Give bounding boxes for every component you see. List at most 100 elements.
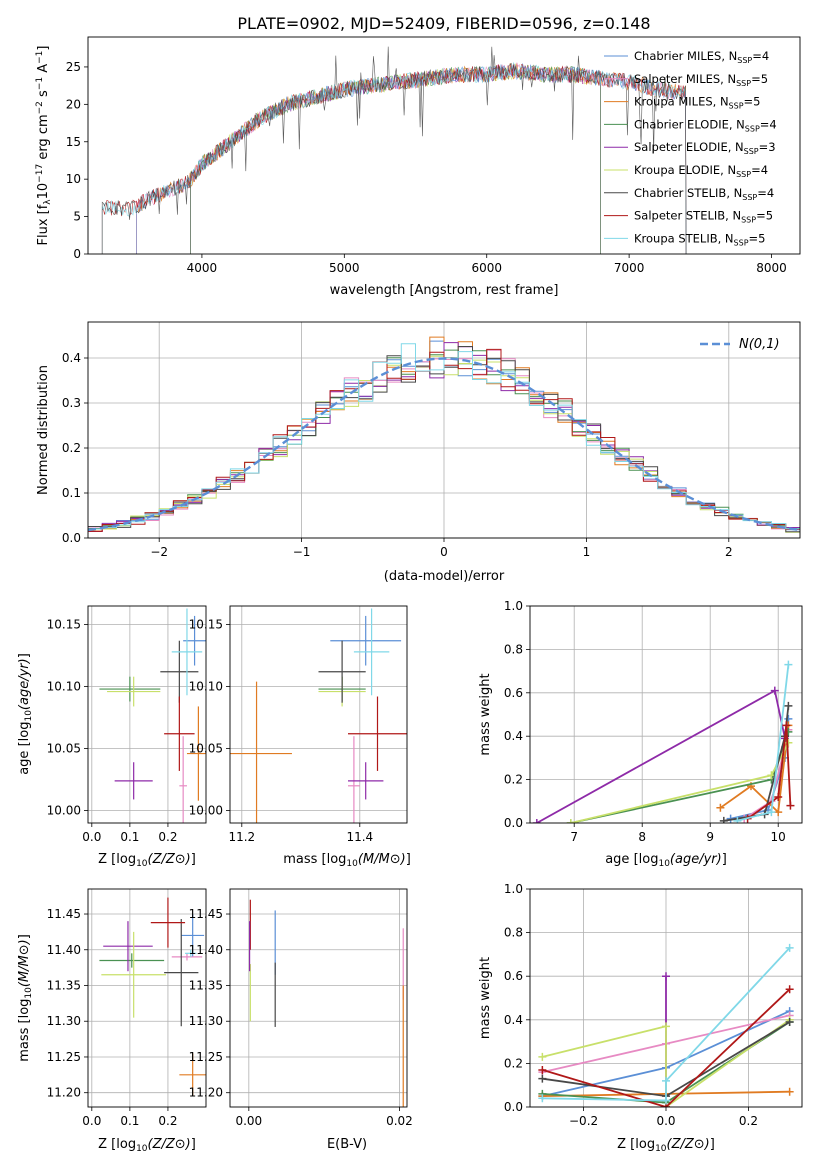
x-axis-label: E(B-V) bbox=[327, 1137, 367, 1152]
y-tick-label: 10 bbox=[66, 172, 81, 186]
axes-frame bbox=[87, 605, 207, 824]
y-tick-label: 10.00 bbox=[189, 804, 223, 818]
weight-marker bbox=[784, 738, 793, 747]
weight-line-chabrier-elodie bbox=[570, 731, 790, 823]
x-tick-label: 8000 bbox=[756, 261, 787, 275]
x-tick-label: 0 bbox=[440, 545, 448, 559]
spectrum-chabrier-stelib bbox=[101, 46, 687, 254]
legend-label-sub: SSP bbox=[745, 124, 760, 133]
legend-label-sub: SSP bbox=[729, 102, 744, 111]
legend-label-part: Kroupa ELODIE, N bbox=[634, 163, 736, 177]
label-sub: 10 bbox=[136, 1144, 148, 1154]
y-tick-label: 25 bbox=[66, 60, 81, 74]
y-tick-label: 0.6 bbox=[504, 969, 523, 983]
y-tick-label: 0.0 bbox=[62, 531, 81, 545]
label-sub: 10 bbox=[24, 987, 34, 999]
gaussian-curve bbox=[88, 357, 800, 532]
weight-marker bbox=[538, 1065, 547, 1074]
mass_vs_ebv-axes: 0.00 0.02 11.20 11.25 11.30 11.35 11.40 11.45 bbox=[189, 889, 413, 1128]
y-tick-label: 0.2 bbox=[504, 773, 523, 787]
legend-label-sub: SSP bbox=[737, 56, 752, 65]
spectrum-lines bbox=[101, 46, 687, 254]
y-tick-label: 0 bbox=[73, 247, 81, 261]
x-tick-label: 7000 bbox=[614, 261, 645, 275]
x-tick-label: 5000 bbox=[329, 261, 360, 275]
spectrum-kroupa-elodie bbox=[190, 63, 601, 254]
x-tick-label: 0.2 bbox=[158, 830, 177, 844]
axes-frame bbox=[87, 36, 801, 255]
y-tick-label: 10.00 bbox=[47, 804, 81, 818]
label-part: Z [log bbox=[98, 852, 136, 867]
residuals-axes: −2 −1 0 1 2 0.0 0.1 0.2 0.3 0.4 bbox=[62, 322, 800, 559]
legend-label-part: Kroupa STELIB, N bbox=[634, 231, 734, 245]
y-tick-label: 0.4 bbox=[62, 351, 81, 365]
weight-marker bbox=[662, 1076, 670, 1085]
legend-label-sub: SSP bbox=[744, 147, 759, 156]
legend-label-sub: SSP bbox=[734, 238, 749, 247]
legend-label-part: =5 bbox=[756, 209, 773, 223]
x-tick-label: 0.1 bbox=[120, 1114, 139, 1128]
x-tick-label: 4000 bbox=[187, 261, 218, 275]
spectrum-salpeter-elodie bbox=[190, 64, 601, 254]
weight-line-salpeter-stelib bbox=[747, 725, 792, 820]
weight-marker bbox=[662, 1022, 670, 1031]
age_vs_mass-points bbox=[230, 608, 407, 823]
legend-label-part: =5 bbox=[749, 231, 766, 245]
weight-marker bbox=[716, 803, 725, 812]
x-axis-label: (data-model)/error bbox=[384, 569, 505, 584]
weight-marker bbox=[770, 686, 779, 695]
label-part: age [log bbox=[605, 852, 658, 867]
weight-marker bbox=[566, 819, 575, 823]
y-axis-label: Normed distribution bbox=[36, 365, 51, 495]
x-tick-label: 0.0 bbox=[82, 830, 101, 844]
weight-marker bbox=[784, 701, 793, 710]
y-axis-label: Flux [fλ10−17 erg cm−2 s−1 A−1] bbox=[35, 46, 53, 246]
x-tick-label: 8 bbox=[638, 830, 646, 844]
weight-marker bbox=[538, 1074, 547, 1083]
label-part: age [log bbox=[17, 722, 32, 775]
age_vs_Z-axes: 0.0 0.1 0.2 10.00 10.05 10.10 10.15 bbox=[47, 606, 206, 844]
legend-label: Chabrier STELIB, NSSP=4 bbox=[634, 186, 774, 202]
y-tick-label: 10.15 bbox=[189, 618, 223, 632]
legend-label-part: =4 bbox=[751, 163, 768, 177]
legend-label-part: Salpeter MILES, N bbox=[634, 72, 736, 86]
legend-label-part: =4 bbox=[757, 186, 774, 200]
label-part: ] bbox=[17, 934, 32, 939]
axes-frame bbox=[529, 888, 803, 1108]
spectrum-salpeter-miles bbox=[136, 62, 687, 254]
label-part: (Z/Z⊙) bbox=[667, 1137, 710, 1152]
y-tick-label: 10.15 bbox=[47, 618, 81, 632]
label-part: ] bbox=[191, 1137, 196, 1152]
y-tick-label: 10.10 bbox=[189, 680, 223, 694]
legend-label: Chabrier MILES, NSSP=4 bbox=[634, 49, 769, 65]
mass_vs_Z-points bbox=[99, 897, 206, 1097]
label-part: ] bbox=[406, 852, 411, 867]
y-tick-label: 0.1 bbox=[62, 486, 81, 500]
y-label-part: erg cm bbox=[36, 114, 51, 163]
y-tick-label: 0.0 bbox=[504, 816, 523, 830]
x-tick-label: 0.1 bbox=[120, 830, 139, 844]
label-part: (age/yr) bbox=[670, 852, 722, 867]
y-axis-label: mass [log10(M/M⊙)] bbox=[17, 934, 34, 1062]
y-tick-label: 0.8 bbox=[504, 642, 523, 656]
weight_vs_Z-axes: −0.2 0.0 0.2 0.0 0.2 0.4 0.6 0.8 1.0 bbox=[504, 882, 802, 1128]
weight-marker bbox=[785, 1087, 794, 1096]
y-tick-label: 10.05 bbox=[47, 742, 81, 756]
y-tick-label: 1.0 bbox=[504, 599, 523, 613]
y-tick-label: 10.05 bbox=[189, 742, 223, 756]
x-axis-label: Z [log10(Z/Z⊙)] bbox=[98, 852, 196, 869]
y-label-part: s bbox=[36, 90, 51, 101]
y-tick-label: 15 bbox=[66, 135, 81, 149]
x-tick-label: 1 bbox=[583, 545, 591, 559]
label-part: ] bbox=[17, 653, 32, 658]
y-tick-label: 11.25 bbox=[47, 1050, 81, 1064]
label-sub: 10 bbox=[24, 710, 34, 722]
weight-line-kroupa-miles bbox=[719, 725, 790, 814]
legend-label-part: Salpeter ELODIE, N bbox=[634, 140, 744, 154]
label-part: ] bbox=[191, 852, 196, 867]
y-tick-label: 1.0 bbox=[504, 882, 523, 896]
y-tick-label: 11.25 bbox=[189, 1050, 223, 1064]
y-tick-label: 0.2 bbox=[62, 441, 81, 455]
